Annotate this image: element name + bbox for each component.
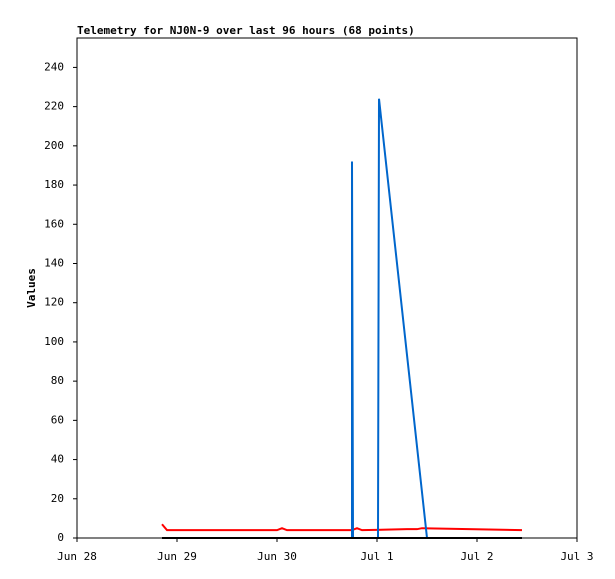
y-tick-label: 80 (51, 374, 64, 387)
y-axis-label: Values (25, 268, 38, 308)
series-line (161, 523, 523, 532)
x-tick-label: Jul 3 (560, 550, 593, 563)
y-tick-label: 0 (57, 531, 64, 544)
y-tick-label: 200 (44, 139, 64, 152)
y-tick-label: 40 (51, 453, 64, 466)
y-tick-label: 20 (51, 492, 64, 505)
x-tick-label: Jun 29 (157, 550, 197, 563)
y-tick-label: 100 (44, 335, 64, 348)
y-tick-label: 240 (44, 60, 64, 73)
y-tick-label: 220 (44, 100, 64, 113)
y-tick-label: 160 (44, 217, 64, 230)
y-tick-label: 140 (44, 256, 64, 269)
y-tick-label: 120 (44, 296, 64, 309)
x-tick-label: Jun 30 (257, 550, 297, 563)
x-tick-label: Jun 28 (57, 550, 97, 563)
x-tick-label: Jul 1 (360, 550, 393, 563)
chart-title: Telemetry for NJ0N-9 over last 96 hours … (77, 24, 415, 37)
y-tick-label: 60 (51, 413, 64, 426)
x-tick-label: Jul 2 (460, 550, 493, 563)
y-tick-label: 180 (44, 178, 64, 191)
plot-frame (76, 37, 578, 539)
